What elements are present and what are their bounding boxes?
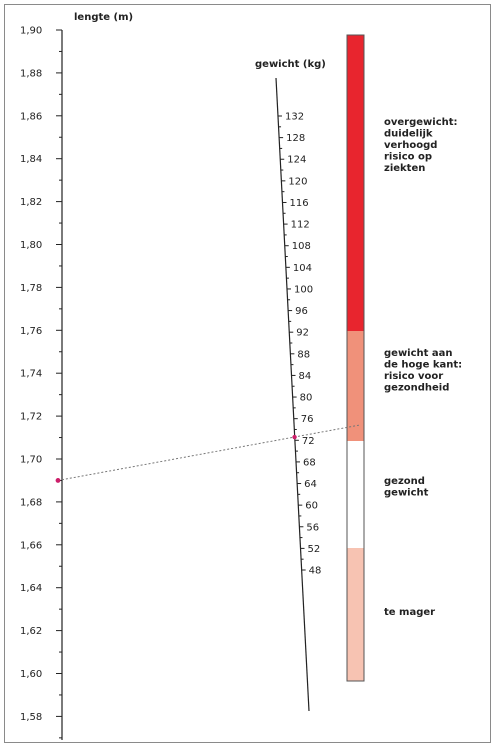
bmi-zone-label-overgewicht: overgewicht: duidelijk verhoogd risico op zi…: [384, 117, 458, 174]
height-tick-label: 1,88: [20, 68, 42, 79]
height-tick-label: 1,78: [20, 283, 42, 294]
example-height-marker: [55, 478, 61, 483]
weight-axis-line: [275, 77, 310, 712]
bmi-zone-mager: [347, 548, 364, 681]
height-tick-label: 1,82: [20, 197, 42, 208]
weight-tick-label: 52: [308, 544, 321, 555]
weight-tick-label: 64: [304, 479, 317, 490]
height-tick-label: 1,84: [20, 154, 42, 165]
height-tick-label: 1,64: [20, 583, 42, 594]
height-tick-label: 1,90: [20, 26, 42, 37]
bmi-zone-label-mager: te mager: [384, 607, 435, 618]
weight-tick-label: 104: [293, 263, 312, 274]
height-tick-label: 1,58: [20, 712, 42, 723]
weight-tick-label: 120: [288, 176, 307, 187]
example-reading: [55, 424, 361, 483]
nomogram-frame: [4, 4, 491, 743]
weight-axis-title: gewicht (kg): [255, 59, 326, 70]
weight-tick-label: 132: [285, 112, 304, 123]
height-tick-label: 1,80: [20, 240, 42, 251]
height-tick-label: 1,70: [20, 455, 42, 466]
weight-tick-label: 56: [306, 522, 319, 533]
bmi-bar: [347, 35, 364, 681]
weight-tick-label: 108: [292, 241, 311, 252]
height-tick-label: 1,76: [20, 326, 42, 337]
example-weight-marker: [292, 434, 297, 440]
height-tick-label: 1,66: [20, 540, 42, 551]
height-tick-label: 1,60: [20, 669, 42, 680]
bmi-zone-gezond: [347, 441, 364, 548]
weight-tick-label: 80: [300, 393, 313, 404]
bmi-zone-overgewicht: [347, 35, 364, 331]
weight-tick-label: 124: [287, 155, 306, 166]
weight-tick-label: 116: [289, 198, 308, 209]
height-tick-label: 1,62: [20, 626, 42, 637]
bmi-bar-outline: [346, 34, 365, 682]
height-axis-title: lengte (m): [74, 12, 133, 23]
example-connector-line: [57, 424, 361, 481]
weight-tick-label: 84: [299, 371, 312, 382]
weight-axis-ticks: [277, 115, 306, 571]
weight-tick-label: 72: [302, 436, 315, 447]
bmi-zone-label-gezond: gezond gewicht: [384, 476, 429, 499]
bmi-zone-hoge-kant: [347, 331, 364, 441]
height-tick-label: 1,72: [20, 412, 42, 423]
weight-axis-labels: 132 128 124 120 116 112 108 104 100 96 92 88 84 80 76 7…: [285, 112, 321, 577]
height-tick-label: 1,68: [20, 497, 42, 508]
weight-tick-label: 60: [305, 501, 318, 512]
bmi-zone-label-hoge-kant: gewicht aan de hoge kant: risico voor gezon…: [384, 348, 462, 394]
bmi-zone-labels: overgewicht: duidelijk verhoogd risico op zi…: [384, 117, 462, 618]
height-tick-label: 1,86: [20, 111, 42, 122]
weight-tick-label: 100: [294, 284, 313, 295]
weight-tick-label: 96: [295, 306, 308, 317]
weight-tick-label: 112: [291, 220, 310, 231]
height-axis-labels: 1,90 1,88 1,86 1,84 1,82 1,80 1,78 1,76 1,74 1,72…: [20, 26, 42, 723]
weight-tick-label: 92: [296, 328, 309, 339]
weight-tick-label: 128: [286, 133, 305, 144]
height-axis-ticks: [56, 29, 62, 739]
weight-tick-label: 76: [301, 414, 314, 425]
weight-tick-label: 88: [297, 349, 310, 360]
height-tick-label: 1,74: [20, 369, 42, 380]
weight-tick-label: 48: [309, 566, 322, 577]
weight-tick-label: 68: [303, 457, 316, 468]
